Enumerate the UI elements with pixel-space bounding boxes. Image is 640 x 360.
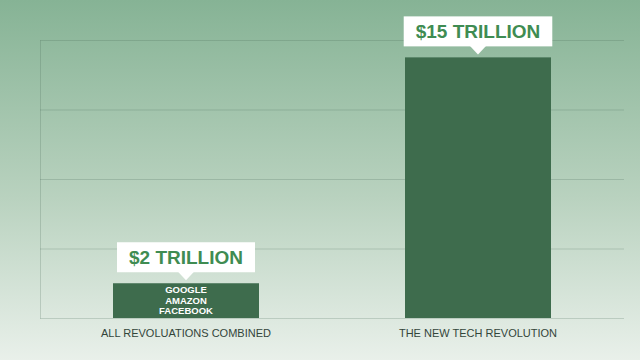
label-pointer [470, 46, 486, 55]
label-box [404, 16, 553, 46]
label-box [117, 242, 255, 272]
bar-annotation: AMAZON [165, 295, 207, 306]
bar [405, 57, 551, 318]
x-tick-label: ALL REVOLUATIONS COMBINED [101, 327, 271, 339]
bar [113, 283, 259, 318]
background [0, 0, 640, 360]
y-axis [40, 41, 624, 319]
grid-line [40, 318, 624, 319]
x-tick: THE NEW TECH REVOLUTION [399, 327, 557, 339]
bars [113, 57, 551, 318]
y-tick [40, 318, 624, 319]
label-pointer [178, 272, 194, 281]
x-axis: ALL REVOLUATIONS COMBINED THE NEW TECH RE… [101, 327, 557, 339]
chart: ALL REVOLUATIONS COMBINED THE NEW TECH RE… [0, 0, 640, 360]
data-label: $2 TRILLION [117, 242, 255, 280]
data-label-text: $15 TRILLION [416, 21, 541, 42]
bar-annotation: GOOGLE [165, 284, 207, 295]
x-tick-label: THE NEW TECH REVOLUTION [399, 327, 557, 339]
data-label: $15 TRILLION [404, 16, 553, 54]
bar-annotation: FACEBOOK [159, 305, 213, 316]
data-label-text: $2 TRILLION [129, 247, 243, 268]
x-tick: ALL REVOLUATIONS COMBINED [101, 327, 271, 339]
